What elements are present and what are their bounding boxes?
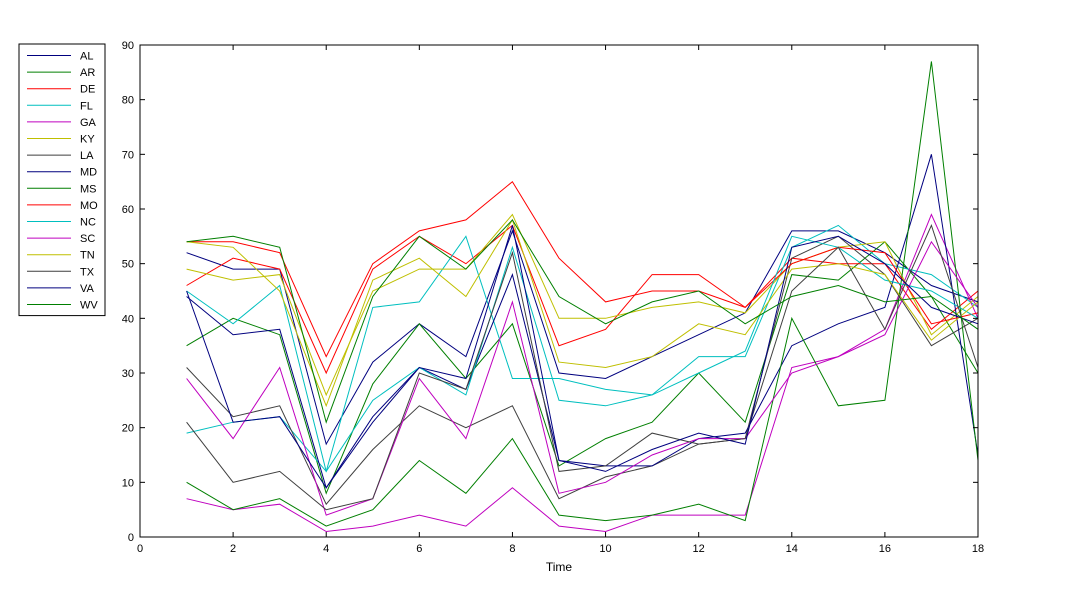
x-tick-label: 16 <box>879 543 891 555</box>
series-line-al <box>186 229 979 446</box>
x-tick-label: 12 <box>693 543 705 555</box>
legend-label: AR <box>80 67 95 79</box>
series-line-de <box>186 224 979 375</box>
legend-label: GA <box>80 117 97 129</box>
x-tick-label: 14 <box>786 543 798 555</box>
y-tick-label: 10 <box>122 477 134 489</box>
x-tick-label: 8 <box>509 543 515 555</box>
series-line-ar <box>186 241 979 495</box>
series-line-md <box>186 154 979 489</box>
y-tick-label: 80 <box>122 95 134 107</box>
legend-label: FL <box>80 100 93 112</box>
legend-item-wv: WV <box>27 300 98 312</box>
x-axis-label: Time <box>546 560 573 574</box>
legend-item-va: VA <box>27 283 95 295</box>
legend-item-fl: FL <box>27 100 93 112</box>
plot-area <box>140 45 979 537</box>
legend-item-tx: TX <box>27 266 95 278</box>
legend-label: AL <box>80 51 93 63</box>
series-line-ga <box>186 213 979 533</box>
series-line-mo <box>186 180 979 358</box>
legend-item-mo: MO <box>27 200 98 212</box>
series-line-ky <box>186 213 979 397</box>
legend-label: SC <box>80 233 95 245</box>
legend-item-ar: AR <box>27 67 95 79</box>
y-tick-label: 60 <box>122 204 134 216</box>
legend-item-ga: GA <box>27 117 97 129</box>
legend-label: NC <box>80 217 96 229</box>
x-tick-label: 18 <box>972 543 984 555</box>
legend-label: WV <box>80 300 98 312</box>
legend-item-al: AL <box>27 51 93 63</box>
legend-item-de: DE <box>27 84 95 96</box>
y-tick-label: 30 <box>122 368 134 380</box>
legend-label: TX <box>80 266 95 278</box>
x-tick-label: 2 <box>230 543 236 555</box>
legend-item-sc: SC <box>27 233 95 245</box>
legend-label: LA <box>80 150 94 162</box>
series-line-va <box>186 225 979 489</box>
series-line-tn <box>186 218 979 408</box>
series-line-ms <box>186 61 979 527</box>
series-line-tx <box>186 224 979 511</box>
legend-box <box>18 43 106 317</box>
y-tick-label: 90 <box>122 40 134 52</box>
legend-label: KY <box>80 134 95 146</box>
y-tick-label: 40 <box>122 313 134 325</box>
y-tick-label: 50 <box>122 259 134 271</box>
x-tick-label: 10 <box>599 543 611 555</box>
plot-frame <box>139 44 979 538</box>
legend-label: MD <box>80 167 97 179</box>
x-tick-label: 0 <box>137 543 143 555</box>
axes: 0 2 4 6 8 10 12 14 16 18 0 10 20 30 40 50 60 70 80 90 Time <box>122 40 984 574</box>
legend: AL AR DE FL GA KY LA MD MS MO NC SC TN TX VA WV <box>18 43 106 317</box>
y-tick-label: 20 <box>122 423 134 435</box>
series-line-nc <box>186 235 979 473</box>
legend-item-nc: NC <box>27 217 96 229</box>
y-tick-label: 0 <box>128 532 134 544</box>
plot-background <box>140 45 978 537</box>
legend-label: TN <box>80 250 95 262</box>
legend-label: MO <box>80 200 98 212</box>
legend-label: DE <box>80 84 95 96</box>
legend-item-tn: TN <box>27 250 95 262</box>
legend-item-la: LA <box>27 150 94 162</box>
legend-label: MS <box>80 183 97 195</box>
x-tick-label: 6 <box>416 543 422 555</box>
series-line-wv <box>186 219 979 424</box>
x-tick-label: 4 <box>323 543 329 555</box>
series-line-sc <box>186 240 979 516</box>
legend-item-ky: KY <box>27 134 95 146</box>
y-tick-label: 70 <box>122 149 134 161</box>
legend-item-md: MD <box>27 167 97 179</box>
legend-label: VA <box>80 283 95 295</box>
legend-item-ms: MS <box>27 183 97 195</box>
